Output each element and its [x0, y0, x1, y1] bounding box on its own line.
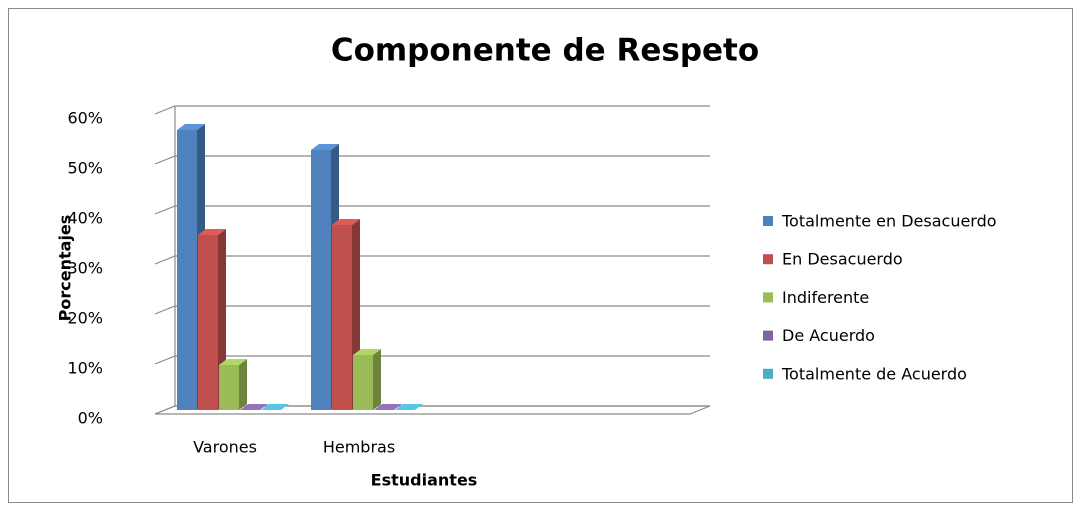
legend-swatch: [763, 330, 773, 341]
bar-top: [261, 404, 289, 410]
bar-side: [239, 359, 247, 410]
legend-swatch: [763, 368, 773, 379]
y-tick-label: 0%: [78, 409, 103, 428]
bar-front: [177, 130, 197, 410]
bar: [353, 349, 381, 410]
legend-label: De Acuerdo: [782, 326, 875, 345]
bar-front: [332, 225, 352, 410]
legend-swatch: [763, 216, 773, 226]
y-tick-label: 10%: [67, 359, 103, 378]
bar-front: [219, 365, 239, 410]
bar-top: [332, 219, 360, 225]
bar-top: [177, 124, 205, 130]
y-tick-label: 60%: [67, 109, 103, 128]
x-tick-label: Varones: [193, 438, 257, 457]
bar-top: [219, 359, 247, 365]
x-axis-label: Estudiantes: [371, 471, 478, 490]
chart-title: Componente de Respeto: [331, 33, 759, 69]
bar-front: [311, 150, 331, 410]
bar-top: [374, 404, 402, 410]
bar-top: [198, 229, 226, 235]
legend-label: Indiferente: [782, 288, 869, 307]
legend-label: Totalmente en Desacuerdo: [781, 212, 997, 231]
y-tick-label: 40%: [67, 209, 103, 228]
bar-top: [353, 349, 381, 355]
bar-front: [353, 355, 373, 410]
bar: [395, 404, 423, 410]
legend-label: En Desacuerdo: [782, 250, 903, 269]
bar: [261, 404, 289, 410]
bar-top: [395, 404, 423, 410]
bar: [240, 404, 268, 410]
legend-swatch: [763, 292, 773, 303]
y-axis-label: Porcentajes: [56, 215, 75, 322]
y-tick-label: 30%: [67, 259, 103, 278]
y-tick-label: 20%: [67, 309, 103, 328]
bar: [374, 404, 402, 410]
bar-front: [198, 235, 218, 410]
legend-swatch: [763, 254, 773, 265]
bar-side: [373, 349, 381, 410]
y-tick-label: 50%: [67, 159, 103, 178]
floor: [154, 405, 711, 415]
bar-top: [240, 404, 268, 410]
x-tick-label: Hembras: [323, 438, 395, 457]
bar-top: [311, 144, 339, 150]
legend-label: Totalmente de Acuerdo: [781, 364, 967, 383]
bar: [219, 359, 247, 410]
